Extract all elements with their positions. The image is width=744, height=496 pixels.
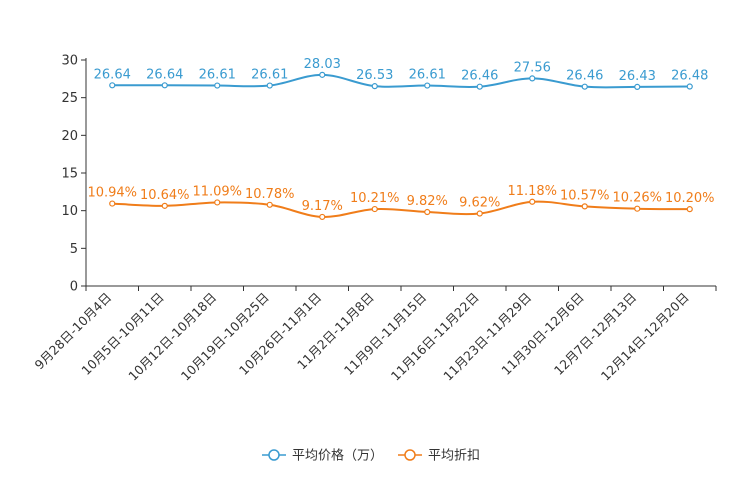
data-label: 10.94% [87,186,137,201]
series-line [112,73,690,89]
data-point [161,202,168,209]
y-tick-label: 20 [61,129,78,144]
data-point [319,71,326,78]
data-point [424,82,431,89]
data-point [476,210,483,217]
data-label: 26.61 [199,68,236,83]
data-label: 27.56 [514,60,551,75]
data-label: 9.62% [459,196,500,211]
data-point [581,203,588,210]
data-label: 11.09% [192,184,242,199]
y-tick-label: 15 [61,167,78,182]
data-point [109,200,116,207]
data-point [214,82,221,89]
series-line [112,200,690,218]
data-label: 11.18% [507,184,557,199]
x-tick-label: 11月23日-11月29日 [440,290,534,384]
data-label: 26.53 [356,68,393,83]
y-tick-label: 10 [61,204,78,219]
x-tick-label: 12月14日-12月20日 [598,290,692,384]
data-point [424,208,431,216]
legend[interactable]: 平均价格（万） 平均折扣 [262,448,480,464]
data-point [529,75,536,82]
legend-marker-icon [268,449,280,461]
y-tick-label: 0 [70,280,78,295]
data-label: 9.17% [302,199,343,214]
series-group: 26.64 26.64 26.61 26.61 28.03 26.53 26.61 26.46… [87,57,715,221]
x-tick-label: 10月12日-10月18日 [125,290,219,384]
data-label: 26.46 [566,69,603,84]
data-point [319,213,326,221]
data-point [529,198,536,205]
y-tick-label: 5 [70,242,78,257]
legend-label: 平均折扣 [428,449,480,464]
x-tick-label: 10月19日-10月25日 [178,290,272,384]
data-point [686,83,693,90]
data-point [214,199,221,206]
data-label: 28.03 [304,57,341,72]
data-point [161,82,168,89]
data-point [686,206,693,213]
data-point [371,83,378,90]
data-point [634,205,641,212]
data-label: 10.21% [350,191,400,206]
data-label: 26.43 [619,69,656,84]
y-tick-label: 30 [61,54,78,69]
data-label: 10.78% [245,187,295,202]
data-point [371,205,378,213]
data-label: 10.20% [665,191,715,206]
data-label: 26.64 [94,67,131,82]
data-label: 26.46 [461,69,498,84]
data-label: 26.61 [251,68,288,83]
data-label: 26.64 [146,67,183,82]
data-point [266,82,273,89]
legend-marker-icon [404,449,416,461]
data-point [476,83,483,90]
x-axis-group: 9月28日-10月4日10月5日-10月11日10月12日-10月18日10月1… [31,285,717,384]
data-label: 26.48 [671,69,708,84]
data-point [266,201,273,208]
data-label: 10.26% [612,191,662,206]
data-point [581,83,588,90]
data-label: 26.61 [409,68,446,83]
data-label: 10.64% [140,188,190,203]
x-tick-label: 11月16日-11月22日 [388,290,482,384]
y-tick-label: 25 [61,91,78,106]
legend-label: 平均价格（万） [292,448,383,464]
data-point [634,83,641,90]
data-point [109,82,116,89]
data-label: 9.82% [407,194,448,209]
y-axis-group: 0 5 10 15 20 25 30 [61,54,87,295]
data-label: 10.57% [560,188,610,203]
